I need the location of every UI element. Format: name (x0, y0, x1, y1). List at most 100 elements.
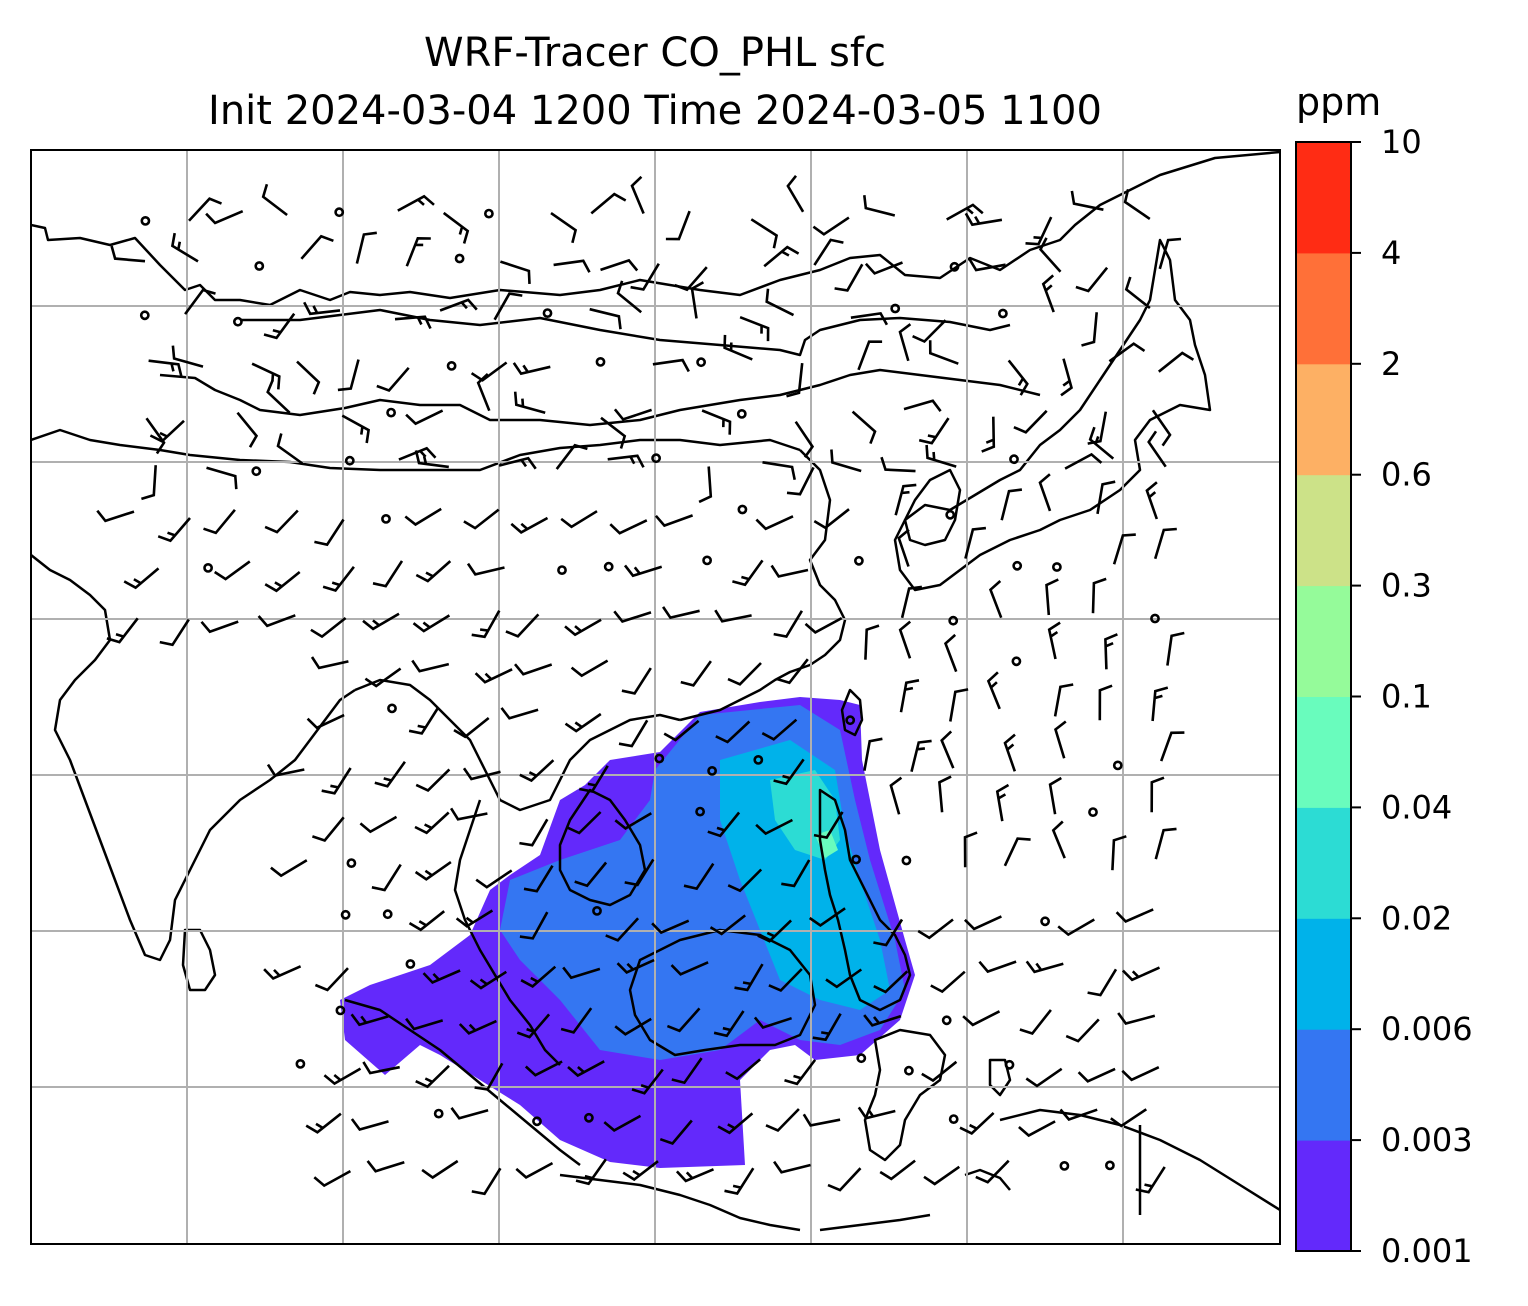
wind-barb (397, 194, 435, 212)
wind-barb (959, 1111, 995, 1135)
calm-wind-marker (446, 360, 457, 371)
wind-barb (469, 970, 508, 990)
wind-barb (910, 739, 932, 773)
calm-wind-marker (557, 565, 567, 575)
calm-wind-marker (901, 855, 912, 866)
calm-wind-marker (1012, 560, 1023, 571)
wind-barb (946, 203, 984, 221)
wind-barb (724, 1167, 755, 1195)
wind-barb (263, 312, 296, 340)
wind-barb (898, 620, 912, 659)
wind-barb (414, 861, 452, 881)
wind-barb (266, 379, 291, 414)
calm-wind-marker (702, 555, 712, 566)
wind-barb (897, 528, 910, 567)
wind-barb (666, 1007, 701, 1033)
wind-barb (513, 663, 553, 676)
colorbar-segment (1296, 1140, 1351, 1252)
calm-wind-marker (346, 858, 357, 868)
wind-barb (675, 1168, 715, 1183)
wind-barb (310, 616, 347, 639)
wind-barb (562, 966, 601, 980)
wind-barb (574, 861, 608, 888)
colorbar-tick-label: 10 (1381, 123, 1422, 161)
wind-barb (713, 1010, 745, 1038)
wind-barb (1041, 274, 1055, 313)
calm-wind-marker (405, 959, 416, 969)
wind-barb (614, 812, 652, 830)
wind-barb (978, 960, 1017, 974)
wind-barb (513, 391, 546, 415)
wind-barb (439, 298, 478, 312)
wind-barb (184, 288, 216, 315)
calm-wind-marker (381, 514, 391, 524)
coast-sulawesi (863, 1028, 947, 1162)
wind-barb (263, 965, 302, 981)
wind-barb (1053, 683, 1074, 717)
wind-barb (732, 559, 764, 587)
wind-barb (864, 624, 880, 660)
wind-barb (462, 767, 501, 781)
wind-barb (609, 519, 648, 535)
wind-barb (313, 1169, 352, 1188)
wind-barb (665, 210, 691, 241)
wind-barb (412, 614, 451, 633)
wind-barb (310, 656, 349, 670)
wind-barb (408, 707, 439, 735)
wind-barb (519, 818, 549, 847)
wind-barb (794, 420, 815, 458)
map-title: WRF-Tracer CO_PHL sfc (424, 30, 886, 76)
wind-barb (1047, 621, 1061, 660)
wind-barb (145, 417, 166, 455)
calm-wind-marker (1112, 760, 1123, 771)
wind-barb (276, 433, 304, 465)
calm-wind-marker (295, 1059, 306, 1069)
coast-java (559, 1173, 801, 1232)
colorbar-tick-label: 0.6 (1381, 456, 1432, 494)
wind-barb (727, 662, 762, 686)
calm-wind-marker (340, 909, 351, 920)
wind-barb (476, 373, 491, 412)
wind-barb (1077, 1067, 1116, 1083)
wind-barb (988, 580, 1003, 619)
colorbar-tick-label: 2 (1381, 345, 1401, 383)
wind-barb (1145, 481, 1159, 520)
wind-barb (96, 509, 135, 523)
wind-barb (812, 1013, 842, 1042)
calm-wind-marker (998, 308, 1008, 319)
wind-barb (264, 509, 299, 534)
colorbar-tick-label: 0.001 (1381, 1232, 1473, 1270)
wind-barb (827, 1167, 862, 1192)
wind-barb (498, 456, 537, 470)
wind-barb (975, 1159, 1010, 1184)
wind-barb (213, 560, 251, 581)
wind-barb (515, 1161, 554, 1179)
coast-borneo (628, 928, 817, 1057)
wind-barb (1025, 960, 1064, 974)
wind-barb (600, 258, 639, 272)
wind-barb (449, 807, 488, 821)
coast-taiwan (840, 688, 864, 737)
wind-barb (923, 1165, 961, 1186)
calm-wind-marker (696, 357, 706, 368)
wind-barb (761, 718, 798, 741)
wind-barb (1003, 837, 1031, 867)
wind-barb (1038, 237, 1062, 273)
colorbar-segment (1296, 142, 1351, 254)
wind-barb (607, 454, 645, 468)
calm-wind-marker (1052, 562, 1062, 572)
wind-barb (899, 679, 920, 713)
wind-barb (1081, 312, 1098, 347)
wind-barb (421, 1159, 459, 1180)
coast-gulf (558, 788, 647, 907)
calm-wind-marker (949, 261, 960, 272)
wind-barb (300, 234, 334, 260)
wind-barb (519, 759, 555, 783)
wind-barb (411, 659, 450, 673)
wind-barb (306, 713, 345, 730)
wind-barb (786, 174, 805, 213)
wind-barb (622, 1160, 659, 1182)
calm-wind-marker (753, 755, 764, 765)
wind-barb (110, 245, 146, 263)
